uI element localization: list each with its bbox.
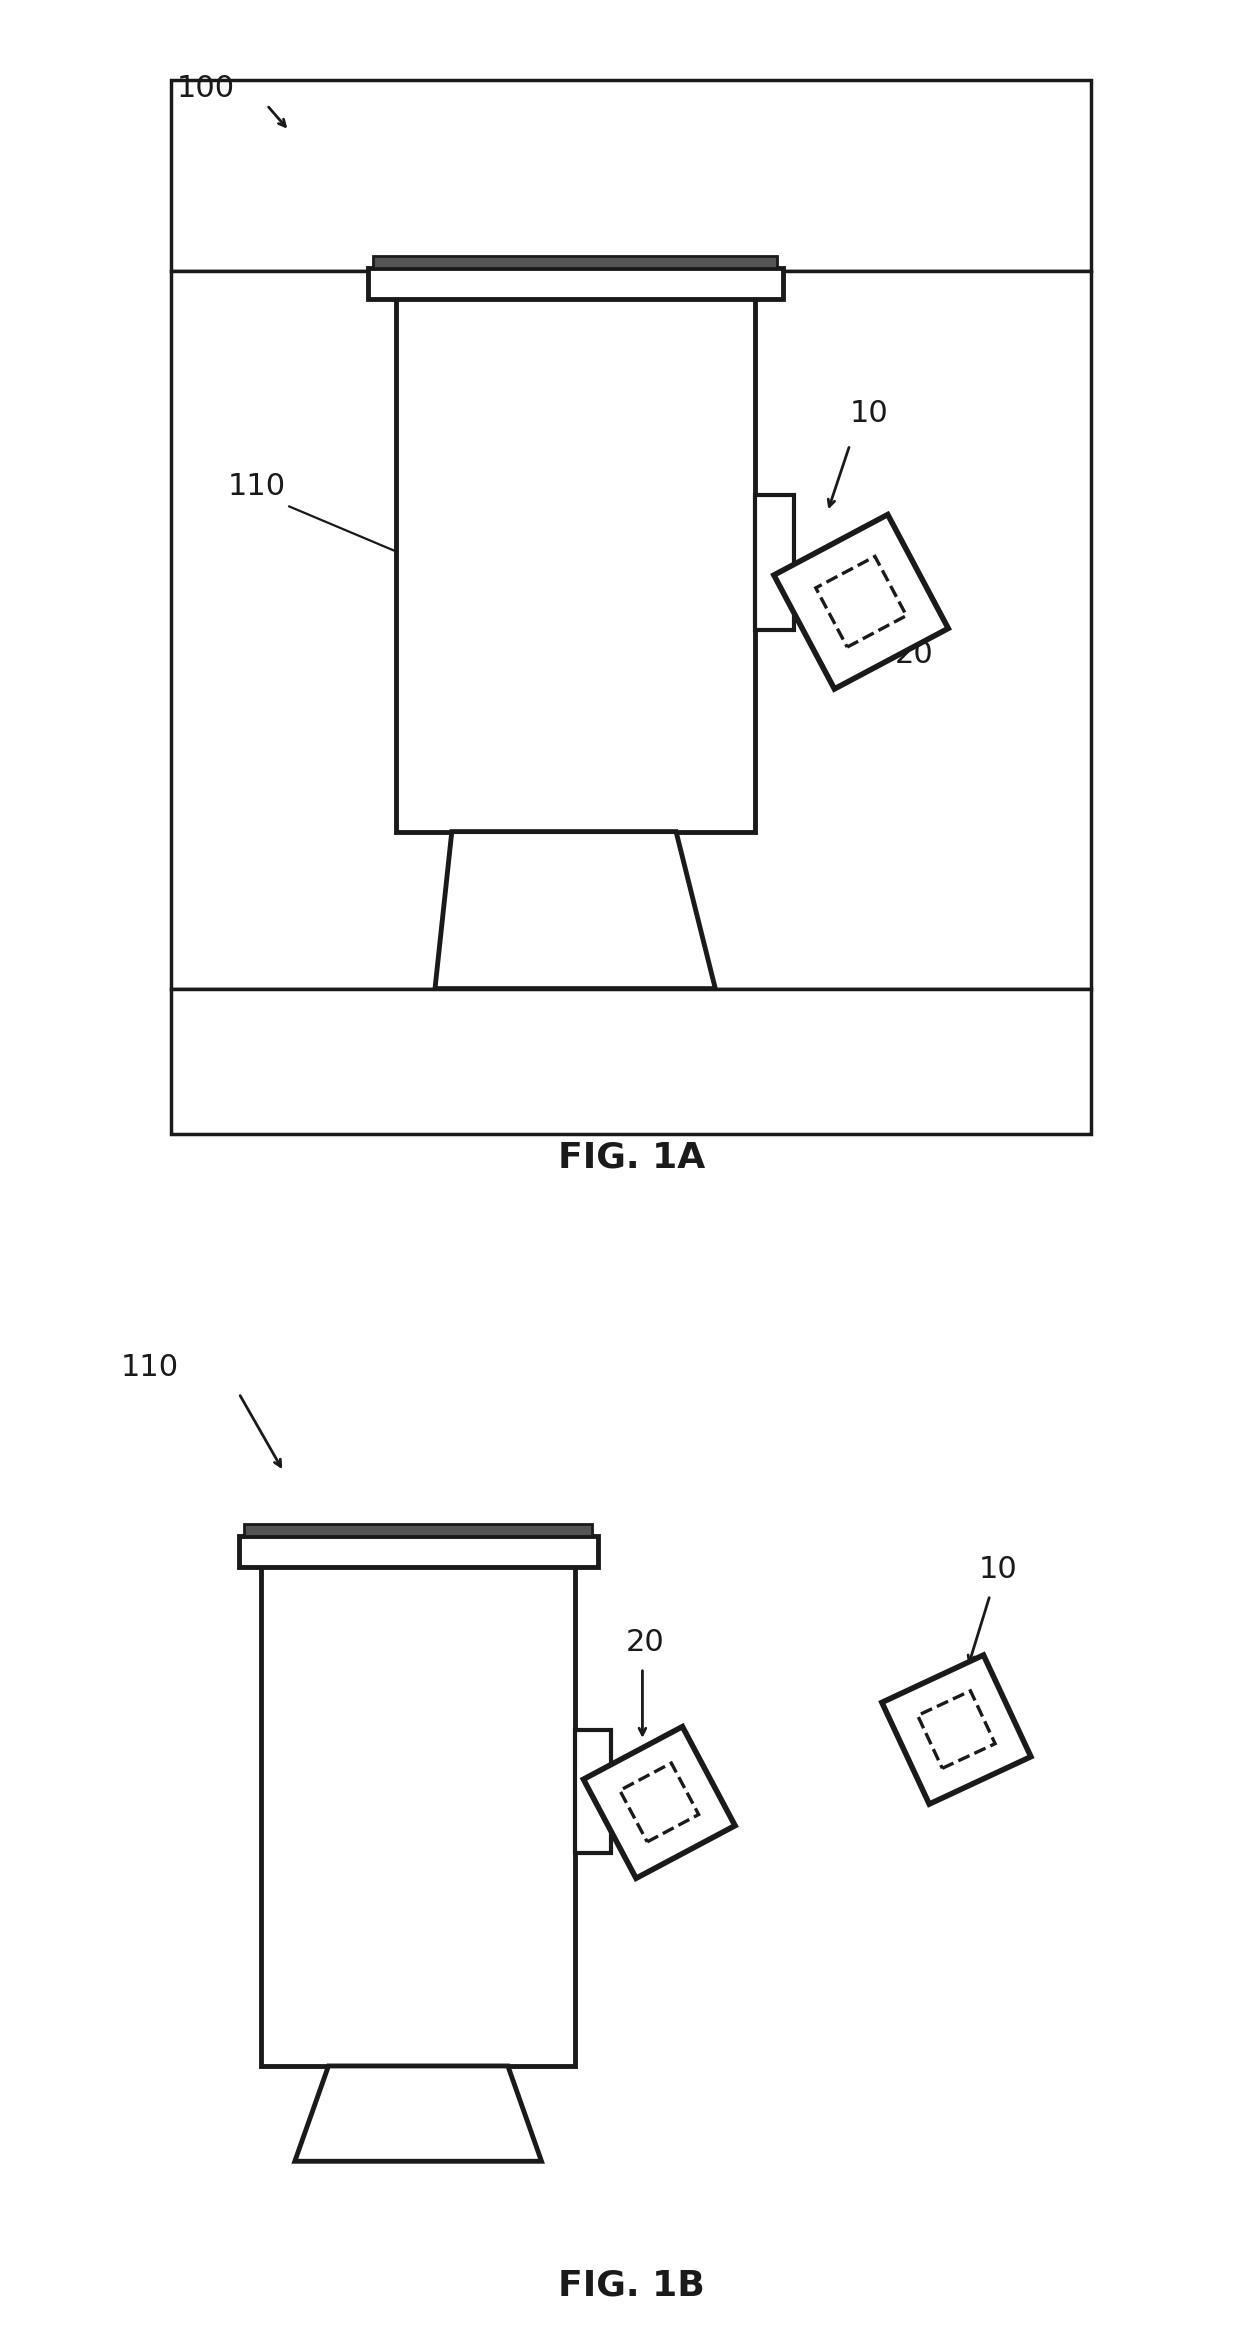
- Polygon shape: [295, 2065, 542, 2161]
- Bar: [171, 271, 1091, 988]
- Text: FIG. 1A: FIG. 1A: [558, 1140, 704, 1175]
- Bar: [262, 1560, 575, 2065]
- Bar: [373, 257, 777, 269]
- Text: 10: 10: [849, 399, 889, 427]
- Bar: [244, 1525, 591, 1535]
- Bar: [396, 294, 755, 832]
- Text: 20: 20: [626, 1628, 665, 1656]
- Text: 100: 100: [177, 75, 236, 103]
- Polygon shape: [774, 514, 949, 689]
- Bar: [575, 1729, 611, 1852]
- Bar: [368, 269, 782, 299]
- Bar: [239, 1535, 598, 1567]
- Polygon shape: [584, 1726, 735, 1878]
- Polygon shape: [435, 832, 715, 988]
- Text: 110: 110: [228, 472, 285, 502]
- Text: 110: 110: [122, 1353, 179, 1383]
- Bar: [755, 495, 794, 631]
- Text: FIG. 1B: FIG. 1B: [558, 2268, 704, 2303]
- Polygon shape: [882, 1656, 1030, 1803]
- Bar: [171, 79, 1091, 271]
- Text: 20: 20: [895, 640, 934, 670]
- Text: 10: 10: [978, 1556, 1018, 1584]
- Bar: [171, 988, 1091, 1135]
